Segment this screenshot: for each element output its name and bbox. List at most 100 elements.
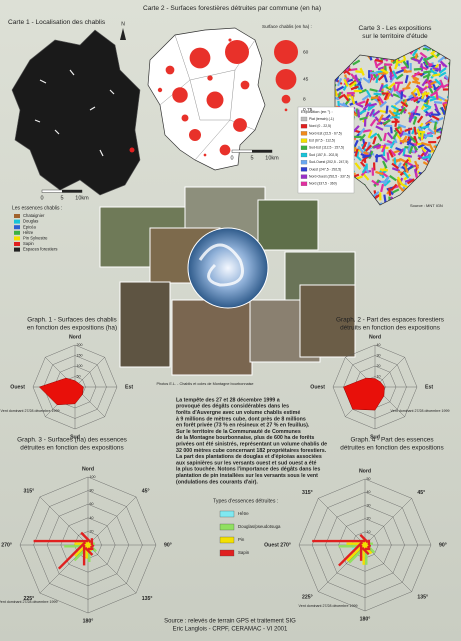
exposure-stroke xyxy=(433,121,438,130)
exposure-stroke xyxy=(417,56,424,65)
exposure-stroke xyxy=(395,83,400,92)
exposure-stroke xyxy=(397,123,407,129)
legend-swatch xyxy=(300,152,308,158)
annotation: Vent dominant 27/28 décembre 1999 xyxy=(1,409,60,413)
exposure-stroke xyxy=(421,155,431,160)
exposure-stroke xyxy=(367,74,372,84)
exposure-stroke xyxy=(386,152,390,161)
exposure-stroke xyxy=(355,102,364,108)
exposure-stroke xyxy=(373,59,379,69)
exposure-stroke xyxy=(384,176,390,185)
exposure-stroke xyxy=(375,170,384,176)
exposure-stroke xyxy=(354,162,362,170)
text-line: à 9 millions de mètres cube, dont près d… xyxy=(176,416,306,422)
exposure-stroke xyxy=(402,158,410,167)
exposure-stroke xyxy=(350,73,358,81)
graph-title: Graph. 3 - Surfaces (ha) des essences xyxy=(17,437,127,444)
exposure-stroke xyxy=(406,140,415,147)
legend-label: Nord-Ouest (292,5 - 337,5) xyxy=(309,174,350,178)
exposure-stroke xyxy=(390,183,398,192)
exposure-stroke xyxy=(361,94,370,101)
exposure-stroke xyxy=(386,131,394,140)
exposure-stroke xyxy=(395,90,403,99)
text-line: 32 000 mètres cube concernant 182 propri… xyxy=(176,448,327,454)
legend-swatch xyxy=(14,219,20,224)
exposure-stroke xyxy=(389,140,396,149)
commune-boundaries xyxy=(159,34,256,161)
exposure-stroke xyxy=(435,116,444,123)
exposure-stroke xyxy=(355,70,364,74)
exposure-stroke xyxy=(372,136,377,145)
exposure-stroke xyxy=(438,71,447,78)
exposure-stroke xyxy=(377,114,384,123)
exposure-stroke xyxy=(353,139,359,148)
exposure-stroke xyxy=(358,88,367,94)
direction-label: Nord xyxy=(359,468,371,474)
legend-circle xyxy=(284,108,288,112)
exposure-stroke xyxy=(402,60,410,69)
exposure-stroke xyxy=(361,165,368,174)
direction-label: 90° xyxy=(439,542,447,548)
r-tick-label: 100 xyxy=(90,475,96,479)
legend-label: Pin Sylvestre xyxy=(23,236,48,241)
direction-label: 180° xyxy=(360,616,371,622)
exposure-stroke xyxy=(383,74,388,83)
exposure-stroke xyxy=(413,67,422,71)
text-line: en forêt privée (73 % en résineux et 27 … xyxy=(176,423,310,429)
legend-swatch xyxy=(300,160,308,165)
map3-legend-title: Exposition (en °) : xyxy=(301,109,333,114)
exposure-stroke xyxy=(357,145,365,154)
exposure-stroke xyxy=(379,100,388,108)
legend-swatch xyxy=(219,536,235,544)
direction-label: Ouest 270° xyxy=(0,542,12,548)
spoke xyxy=(87,496,137,546)
exposure-stroke xyxy=(434,78,442,86)
r-tick-label: 60 xyxy=(90,502,94,506)
exposure-stroke xyxy=(389,71,393,80)
direction-label: Ouest xyxy=(310,384,325,390)
r-tick-label: 50 xyxy=(367,477,371,481)
legend-label: Nord-Est (22,5 - 67,5) xyxy=(309,131,342,135)
annotation: Vent dominant 27/28 décembre 1999 xyxy=(391,409,450,413)
direction-label: 180° xyxy=(83,618,94,624)
exposure-stroke xyxy=(411,48,419,57)
exposure-stroke xyxy=(408,145,414,155)
exposure-stroke xyxy=(387,82,396,90)
exposure-stroke xyxy=(379,168,389,172)
legend-circle xyxy=(274,40,298,64)
exposure-stroke xyxy=(380,155,388,163)
graph-title: détruites en fonction des expositions xyxy=(340,445,443,452)
radar-bar xyxy=(89,544,95,549)
exposure-stroke xyxy=(433,100,443,104)
exposure-stroke xyxy=(392,93,401,99)
r-tick-label: 30 xyxy=(377,353,381,357)
exposure-stroke xyxy=(440,106,446,116)
exposure-stroke xyxy=(394,98,403,106)
exposure-stroke xyxy=(385,105,389,114)
radar-bar xyxy=(57,541,87,570)
radar-bar xyxy=(338,541,364,567)
legend-circle xyxy=(281,94,291,104)
legend-label: Espaces forestiers xyxy=(23,247,57,252)
radar-bar xyxy=(84,546,94,556)
commune-circle xyxy=(228,38,232,42)
exposure-stroke xyxy=(420,91,427,100)
exposure-stroke xyxy=(432,73,441,77)
footer-line: Eric Langlois - CRPF, CERAMAC - VI 2001 xyxy=(173,627,288,633)
exposure-stroke xyxy=(423,95,431,104)
exposure-stroke xyxy=(393,157,397,166)
exposure-stroke xyxy=(441,82,450,89)
r-tick-label: 40 xyxy=(377,343,381,347)
exposure-stroke xyxy=(426,80,433,89)
exposure-stroke xyxy=(380,68,389,75)
map1-title: Carte 1 - Localisation des chablis xyxy=(8,19,106,26)
radar-bar xyxy=(80,531,92,544)
legend-label: Sapin xyxy=(23,241,34,246)
exposure-stroke xyxy=(383,194,387,203)
commune-circle xyxy=(172,87,188,103)
legend-label: Hêtre xyxy=(23,230,34,235)
direction-label: 135° xyxy=(417,595,428,601)
exposure-stroke xyxy=(411,57,420,63)
graph-title: Graph. 4 - Part des essences xyxy=(350,437,433,444)
exposure-stroke xyxy=(402,170,410,179)
